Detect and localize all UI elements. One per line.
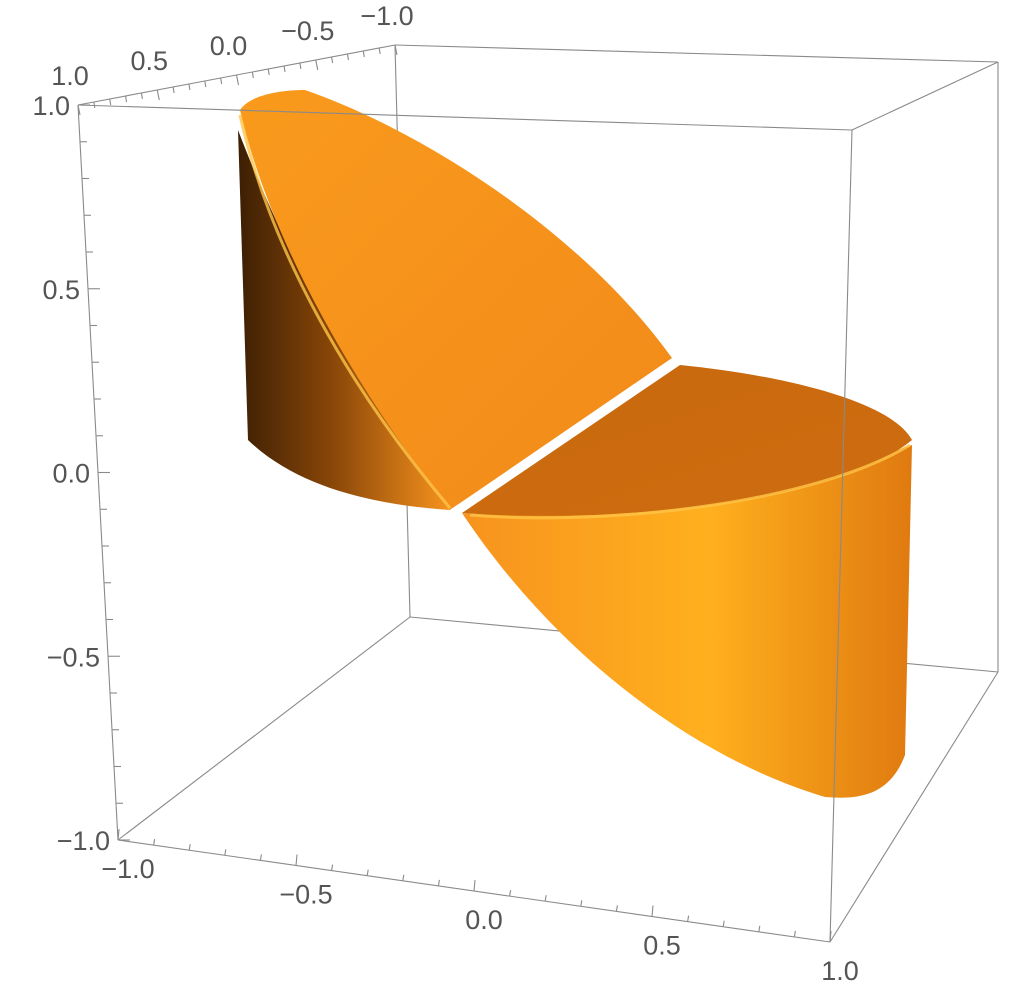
x-minor-tick <box>259 854 262 861</box>
y-tick-label: 1.0 <box>51 61 89 91</box>
x-minor-tick <box>224 849 227 856</box>
x-minor-tick <box>580 900 583 907</box>
y-tick-label: 0.5 <box>130 46 168 76</box>
x-tick-mark <box>117 828 120 841</box>
z-tick-label: 0.5 <box>42 275 80 305</box>
left-half-wall <box>238 130 450 510</box>
left-half-cap <box>240 90 672 510</box>
y-tick-mark <box>235 74 240 86</box>
y-tick-label: −1.0 <box>360 1 413 31</box>
x-minor-tick <box>758 925 761 932</box>
y-tick-mark <box>315 59 319 71</box>
x-minor-tick <box>153 839 156 846</box>
y-minor-tick <box>220 77 223 85</box>
x-minor-tick <box>331 864 334 871</box>
y-minor-tick <box>283 65 286 73</box>
x-tick-mark <box>651 905 654 917</box>
y-minor-tick <box>299 62 302 70</box>
y-minor-tick <box>125 95 128 103</box>
z-tick-label: −0.5 <box>47 642 100 672</box>
y-minor-tick <box>378 47 381 55</box>
x-minor-tick <box>437 879 440 886</box>
surface-shape <box>238 90 912 798</box>
x-axis: −1.0 −0.5 0.0 0.5 1.0 <box>101 828 859 986</box>
x-tick-label: −0.5 <box>279 880 332 910</box>
x-tick-mark <box>829 930 832 943</box>
x-tick-label: −1.0 <box>101 854 154 884</box>
y-axis: 1.0 0.5 0.0 −0.5 −1.0 <box>51 1 414 116</box>
x-tick-mark <box>473 879 476 892</box>
z-tick-label: 1.0 <box>32 91 70 121</box>
x-minor-tick <box>366 869 369 876</box>
y-minor-tick <box>346 53 349 61</box>
right-half-cap <box>462 365 912 516</box>
y-minor-tick <box>140 92 143 100</box>
x-minor-tick <box>793 930 796 937</box>
y-minor-tick <box>109 98 112 106</box>
y-minor-tick <box>331 56 334 64</box>
x-tick-label: 1.0 <box>821 956 859 986</box>
x-tick-mark <box>295 854 298 866</box>
x-minor-tick <box>544 895 547 902</box>
y-tick-mark <box>394 44 398 56</box>
z-tick-label: −1.0 <box>57 826 110 856</box>
y-minor-tick <box>267 68 270 76</box>
x-minor-tick <box>722 920 725 927</box>
x-minor-tick <box>188 844 191 851</box>
y-tick-label: 0.0 <box>210 31 248 61</box>
y-tick-mark <box>156 89 160 101</box>
y-minor-tick <box>188 83 191 91</box>
x-minor-tick <box>615 905 618 912</box>
x-tick-label: 0.0 <box>465 905 503 935</box>
y-minor-tick <box>204 80 207 88</box>
x-minor-tick <box>687 915 690 922</box>
x-minor-tick <box>509 890 512 897</box>
right-half-wall <box>462 445 912 798</box>
x-tick-label: 0.5 <box>643 931 681 961</box>
x-minor-tick <box>402 874 405 881</box>
y-tick-label: −0.5 <box>281 16 334 46</box>
y-minor-tick <box>172 86 175 94</box>
y-minor-tick <box>362 50 365 58</box>
z-tick-label: 0.0 <box>52 459 90 489</box>
y-minor-tick <box>251 71 254 79</box>
y-minor-tick <box>93 101 96 109</box>
z-axis: 1.0 0.5 0.0 −0.5 −1.0 <box>32 91 130 856</box>
y-tick-mark <box>77 104 81 116</box>
